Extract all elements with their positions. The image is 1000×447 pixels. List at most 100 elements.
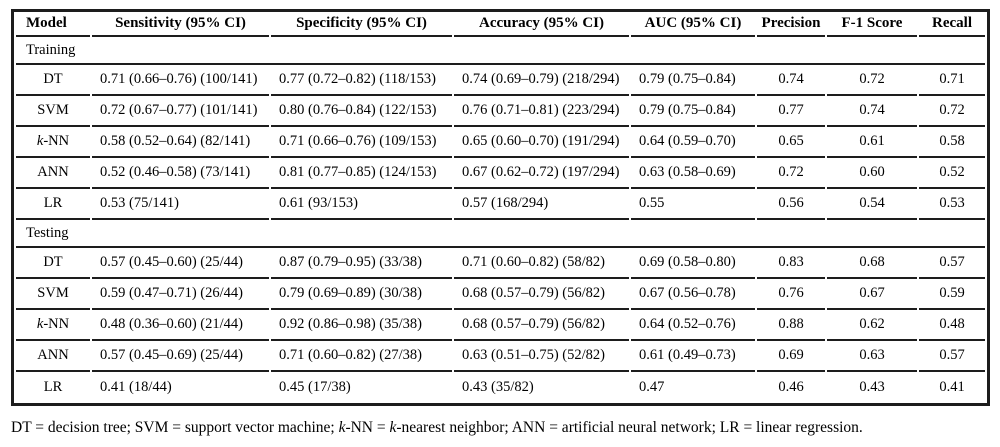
cell-precision: 0.74 xyxy=(757,65,825,96)
cell-precision: 0.69 xyxy=(757,341,825,372)
table-row: ANN 0.52 (0.46–0.58) (73/141) 0.81 (0.77–0… xyxy=(16,158,985,189)
cell-auc: 0.47 xyxy=(639,379,665,395)
cell-model: LR xyxy=(43,379,63,395)
cell-recall: 0.71 xyxy=(919,65,985,96)
section-row-training: Training xyxy=(16,37,985,65)
column-header-sensitivity: Sensitivity (95% CI) xyxy=(92,12,269,37)
table-row: k-NN 0.58 (0.52–0.64) (82/141) 0.71 (0.66–… xyxy=(16,127,985,158)
cell-sensitivity: 0.59 (0.47–0.71) (26/44) xyxy=(92,279,269,310)
page: Model Sensitivity (95% CI) Specificity (… xyxy=(11,9,990,436)
cell-sensitivity: 0.41 (18/44) xyxy=(100,379,172,395)
cell-model: ANN xyxy=(16,341,90,372)
cell-sensitivity: 0.57 (0.45–0.60) (25/44) xyxy=(92,248,269,279)
cell-sensitivity: 0.53 (75/141) xyxy=(92,189,269,220)
cell-accuracy: 0.68 (0.57–0.79) (56/82) xyxy=(454,279,629,310)
cell-specificity: 0.71 (0.66–0.76) (109/153) xyxy=(271,127,452,158)
table-row: DT 0.71 (0.66–0.76) (100/141) 0.77 (0.72–0… xyxy=(16,65,985,96)
cell-accuracy: 0.68 (0.57–0.79) (56/82) xyxy=(454,310,629,341)
table-footnote: DT = decision tree; SVM = support vector… xyxy=(11,419,863,436)
model-performance-table: Model Sensitivity (95% CI) Specificity (… xyxy=(11,9,990,406)
cell-recall: 0.53 xyxy=(919,189,985,220)
cell-specificity: 0.87 (0.79–0.95) (33/38) xyxy=(271,248,452,279)
cell-auc: 0.69 (0.58–0.80) xyxy=(631,248,755,279)
cell-model: DT xyxy=(16,65,90,96)
section-label: Testing xyxy=(16,220,985,248)
cell-f1-score: 0.72 xyxy=(827,65,917,96)
cell-sensitivity: 0.72 (0.67–0.77) (101/141) xyxy=(92,96,269,127)
cell-specificity: 0.77 (0.72–0.82) (118/153) xyxy=(271,65,452,96)
cell-specificity: 0.80 (0.76–0.84) (122/153) xyxy=(271,96,452,127)
cell-model: LR xyxy=(16,189,90,220)
table-row: DT 0.57 (0.45–0.60) (25/44) 0.87 (0.79–0.9… xyxy=(16,248,985,279)
cell-auc: 0.79 (0.75–0.84) xyxy=(631,65,755,96)
cell-specificity: 0.71 (0.60–0.82) (27/38) xyxy=(271,341,452,372)
cell-accuracy: 0.63 (0.51–0.75) (52/82) xyxy=(454,341,629,372)
cell-specificity: 0.79 (0.69–0.89) (30/38) xyxy=(271,279,452,310)
cell-recall: 0.57 xyxy=(919,341,985,372)
cell-accuracy: 0.71 (0.60–0.82) (58/82) xyxy=(454,248,629,279)
cell-auc: 0.67 (0.56–0.78) xyxy=(631,279,755,310)
cell-sensitivity: 0.57 (0.45–0.69) (25/44) xyxy=(92,341,269,372)
cell-f1-score: 0.60 xyxy=(827,158,917,189)
cell-accuracy: 0.57 (168/294) xyxy=(454,189,629,220)
cell-precision: 0.88 xyxy=(757,310,825,341)
table-row: LR 0.53 (75/141) 0.61 (93/153) 0.57 (168/29… xyxy=(16,189,985,220)
cell-model: k-NN xyxy=(16,310,90,341)
cell-f1-score: 0.74 xyxy=(827,96,917,127)
cell-precision: 0.65 xyxy=(757,127,825,158)
cell-specificity: 0.61 (93/153) xyxy=(271,189,452,220)
cell-accuracy: 0.67 (0.62–0.72) (197/294) xyxy=(454,158,629,189)
cell-precision: 0.76 xyxy=(757,279,825,310)
column-header-recall: Recall xyxy=(919,12,985,37)
cell-specificity: 0.81 (0.77–0.85) (124/153) xyxy=(271,158,452,189)
cell-f1-score: 0.67 xyxy=(827,279,917,310)
section-row-testing: Testing xyxy=(16,220,985,248)
cell-model: DT xyxy=(16,248,90,279)
header-row: Model Sensitivity (95% CI) Specificity (… xyxy=(16,12,985,37)
cell-f1-score: 0.62 xyxy=(827,310,917,341)
cell-recall: 0.41 xyxy=(939,379,965,395)
cell-model: k-NN xyxy=(16,127,90,158)
cell-auc: 0.63 (0.58–0.69) xyxy=(631,158,755,189)
cell-specificity: 0.45 (17/38) xyxy=(279,379,351,395)
cell-sensitivity: 0.58 (0.52–0.64) (82/141) xyxy=(92,127,269,158)
column-header-model: Model xyxy=(16,12,90,37)
section-label: Training xyxy=(16,37,985,65)
column-header-auc: AUC (95% CI) xyxy=(631,12,755,37)
table-row: SVM 0.59 (0.47–0.71) (26/44) 0.79 (0.69–0.… xyxy=(16,279,985,310)
cell-recall: 0.52 xyxy=(919,158,985,189)
cell-precision: 0.83 xyxy=(757,248,825,279)
cell-f1-score: 0.68 xyxy=(827,248,917,279)
cell-accuracy: 0.65 (0.60–0.70) (191/294) xyxy=(454,127,629,158)
cell-recall: 0.57 xyxy=(919,248,985,279)
cell-sensitivity: 0.52 (0.46–0.58) (73/141) xyxy=(92,158,269,189)
cell-auc: 0.64 (0.52–0.76) xyxy=(631,310,755,341)
cell-recall: 0.58 xyxy=(919,127,985,158)
table-row: k-NN 0.48 (0.36–0.60) (21/44) 0.92 (0.86–0… xyxy=(16,310,985,341)
cell-sensitivity: 0.71 (0.66–0.76) (100/141) xyxy=(92,65,269,96)
cell-specificity: 0.92 (0.86–0.98) (35/38) xyxy=(271,310,452,341)
cell-precision: 0.56 xyxy=(757,189,825,220)
cell-auc: 0.55 xyxy=(631,189,755,220)
table-row: SVM 0.72 (0.67–0.77) (101/141) 0.80 (0.76–… xyxy=(16,96,985,127)
cell-accuracy: 0.74 (0.69–0.79) (218/294) xyxy=(454,65,629,96)
cell-accuracy: 0.76 (0.71–0.81) (223/294) xyxy=(454,96,629,127)
column-header-accuracy: Accuracy (95% CI) xyxy=(454,12,629,37)
column-header-f1-score: F-1 Score xyxy=(827,12,917,37)
cell-f1-score: 0.61 xyxy=(827,127,917,158)
cell-recall: 0.59 xyxy=(919,279,985,310)
cell-accuracy: 0.43 (35/82) xyxy=(462,379,534,395)
cell-model: ANN xyxy=(16,158,90,189)
cell-sensitivity: 0.48 (0.36–0.60) (21/44) xyxy=(92,310,269,341)
cell-precision: 0.77 xyxy=(757,96,825,127)
cell-precision: 0.72 xyxy=(757,158,825,189)
cell-f1-score: 0.63 xyxy=(827,341,917,372)
cell-auc: 0.79 (0.75–0.84) xyxy=(631,96,755,127)
cell-precision: 0.46 xyxy=(778,379,804,395)
table-row: LR 0.41 (18/44) 0.45 (17/38) 0.43 (35/82) 0.… xyxy=(16,372,985,403)
cell-f1-score: 0.43 xyxy=(859,379,885,395)
cell-auc: 0.64 (0.59–0.70) xyxy=(631,127,755,158)
cell-recall: 0.48 xyxy=(919,310,985,341)
column-header-precision: Precision xyxy=(757,12,825,37)
cell-f1-score: 0.54 xyxy=(827,189,917,220)
